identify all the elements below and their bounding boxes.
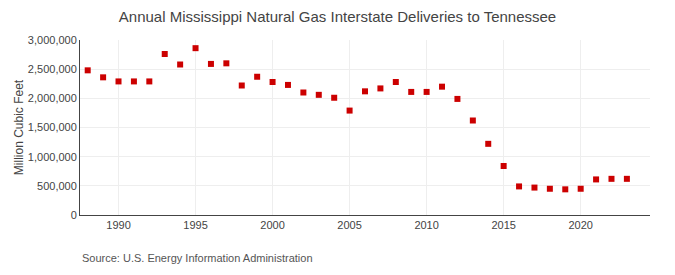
svg-text:Million Cubic Feet: Million Cubic Feet	[12, 79, 26, 175]
svg-text:Source: U.S. Energy Informatio: Source: U.S. Energy Information Administ…	[82, 252, 313, 264]
svg-text:2005: 2005	[337, 219, 361, 231]
svg-text:Annual Mississippi Natural Gas: Annual Mississippi Natural Gas Interstat…	[119, 8, 556, 25]
svg-text:2015: 2015	[491, 219, 515, 231]
svg-text:2020: 2020	[568, 219, 592, 231]
svg-text:1,500,000: 1,500,000	[28, 121, 77, 133]
svg-text:1,000,000: 1,000,000	[28, 151, 77, 163]
svg-text:1995: 1995	[183, 219, 207, 231]
svg-text:0: 0	[71, 209, 77, 221]
svg-text:2000: 2000	[260, 219, 284, 231]
svg-text:2010: 2010	[414, 219, 438, 231]
svg-text:2,000,000: 2,000,000	[28, 92, 77, 104]
svg-text:1990: 1990	[106, 219, 130, 231]
svg-text:3,000,000: 3,000,000	[28, 34, 77, 46]
svg-text:500,000: 500,000	[37, 180, 77, 192]
svg-text:2,500,000: 2,500,000	[28, 63, 77, 75]
